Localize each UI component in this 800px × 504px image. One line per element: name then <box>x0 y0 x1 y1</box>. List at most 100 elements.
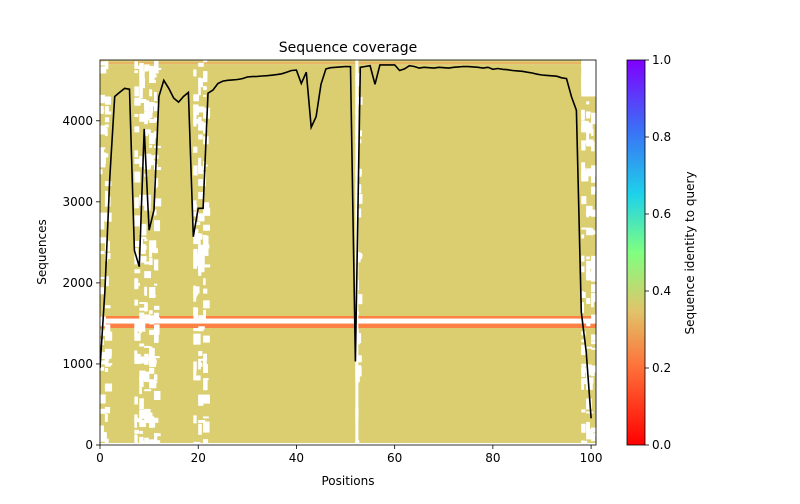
heatmap-row <box>100 206 596 208</box>
coverage-heatmap <box>100 60 596 445</box>
heatmap-row <box>100 282 596 284</box>
heatmap-gap <box>355 294 363 305</box>
heatmap-gap <box>139 243 146 254</box>
heatmap-gap <box>134 332 141 341</box>
heatmap-gap <box>198 106 205 111</box>
heatmap-gap <box>104 413 108 422</box>
heatmap-gap <box>154 312 159 318</box>
heatmap-gap <box>144 286 147 296</box>
heatmap-gap <box>100 251 105 254</box>
heatmap-row <box>100 132 596 134</box>
heatmap-row <box>100 230 596 232</box>
heatmap-gap <box>203 278 206 286</box>
colorbar: 0.0 0.2 0.4 0.6 0.8 1.0 Sequence identity to … <box>626 53 697 452</box>
heatmap-row <box>100 356 596 358</box>
heatmap-gap <box>586 429 593 440</box>
heatmap-gap <box>134 326 138 336</box>
heatmap-row <box>100 212 596 214</box>
heatmap-gap <box>100 95 105 102</box>
heatmap-row <box>100 392 596 394</box>
heatmap-gap <box>134 241 139 244</box>
heatmap-gap <box>203 335 210 343</box>
heatmap-gap <box>581 345 586 355</box>
heatmap-row <box>100 264 596 266</box>
heatmap-row <box>100 426 596 428</box>
heatmap-gap <box>139 78 146 89</box>
x-tick-label: 100 <box>580 451 603 465</box>
colorbar-tick-label: 0.8 <box>652 130 671 144</box>
heatmap-gap <box>144 111 152 119</box>
heatmap-gap <box>100 329 107 336</box>
heatmap-row <box>100 136 596 138</box>
heatmap-gap <box>581 125 584 131</box>
heatmap-row <box>100 82 596 84</box>
heatmap-row <box>100 160 596 162</box>
heatmap-row <box>100 178 596 180</box>
heatmap-gap <box>154 209 157 216</box>
heatmap-gap <box>100 287 105 295</box>
heatmap-row <box>100 186 596 188</box>
heatmap-row <box>100 184 596 186</box>
heatmap-row <box>100 198 596 200</box>
heatmap-row <box>100 352 596 354</box>
heatmap-row <box>100 162 596 164</box>
heatmap-gap-band <box>100 318 596 324</box>
heatmap-gap <box>104 124 109 128</box>
colorbar-label: Sequence identity to query <box>683 171 697 334</box>
heatmap-gap <box>193 372 197 380</box>
heatmap-row <box>100 286 596 288</box>
heatmap-row <box>100 94 596 96</box>
heatmap-row <box>100 192 596 194</box>
heatmap-gap <box>193 286 200 294</box>
heatmap-row <box>100 242 596 244</box>
heatmap-gap <box>203 245 209 256</box>
heatmap-gap <box>591 370 595 377</box>
heatmap-gap <box>144 437 149 445</box>
heatmap-gap <box>203 94 206 97</box>
heatmap-gap <box>104 362 109 365</box>
heatmap-row <box>100 140 596 142</box>
heatmap-row <box>100 402 596 404</box>
heatmap-gap <box>198 423 202 435</box>
heatmap-row <box>100 88 596 90</box>
heatmap-gap <box>100 147 106 150</box>
heatmap-row <box>100 298 596 300</box>
heatmap-gap <box>355 366 362 377</box>
heatmap-gap <box>586 205 593 216</box>
heatmap-gap <box>100 105 104 114</box>
heatmap-row <box>100 270 596 272</box>
heatmap-row <box>100 180 596 182</box>
heatmap-row <box>100 340 596 342</box>
heatmap-gap <box>193 290 197 298</box>
heatmap-gap <box>581 171 584 181</box>
heatmap-gap <box>154 167 162 171</box>
heatmap-gap <box>100 169 103 175</box>
heatmap-gap <box>144 100 150 112</box>
heatmap-gap <box>198 62 204 67</box>
heatmap-gap <box>104 61 109 70</box>
heatmap-gap <box>203 264 211 268</box>
heatmap-row <box>100 142 596 144</box>
heatmap-row <box>100 226 596 228</box>
heatmap-gap <box>203 288 208 294</box>
heatmap-row <box>100 404 596 406</box>
heatmap-row <box>100 68 596 70</box>
heatmap-gap <box>154 103 159 109</box>
heatmap-gap <box>203 421 210 433</box>
heatmap-row <box>100 244 596 246</box>
heatmap-gap <box>591 173 596 183</box>
heatmap-gap <box>149 159 155 163</box>
heatmap-gap <box>134 172 141 183</box>
heatmap-row <box>100 240 596 242</box>
heatmap-gap <box>144 271 152 279</box>
colorbar-tick-label: 0.2 <box>652 361 671 375</box>
heatmap-gap <box>581 440 588 445</box>
heatmap-gap <box>104 117 110 123</box>
heatmap-gap <box>198 192 205 200</box>
heatmap-row <box>100 102 596 104</box>
heatmap-gap <box>100 219 105 230</box>
heatmap-row <box>100 144 596 146</box>
heatmap-row <box>100 380 596 382</box>
heatmap-gap <box>134 355 140 358</box>
heatmap-gap <box>591 230 596 235</box>
